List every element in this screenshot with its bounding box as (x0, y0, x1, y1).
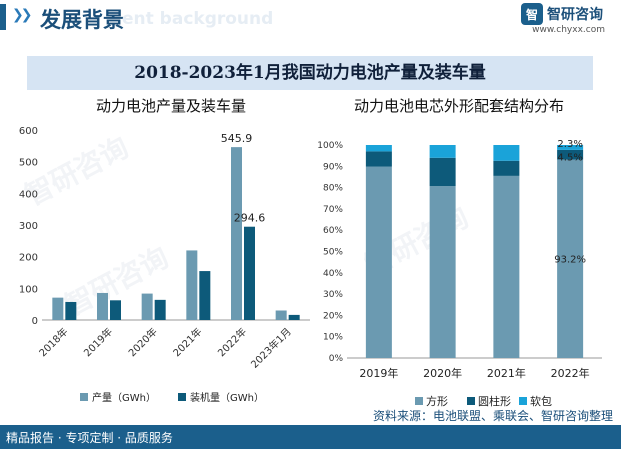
source-note: 资料来源：电池联盟、乘联会、智研咨询整理 (372, 409, 613, 423)
bar (244, 226, 255, 320)
legend-swatch (178, 393, 186, 401)
stacked-bar-segment (365, 166, 392, 358)
y-tick-label: 10% (323, 333, 343, 343)
legend-swatch (80, 393, 88, 401)
y-tick-label: 300 (19, 221, 38, 232)
cell-format-structure-chart: 0% 10% 20% 30% 40% 50% 60% 70% 80% 90% 100% 2019年 20… (317, 139, 602, 408)
x-tick-label: 2023年1月 (248, 325, 294, 371)
legend-swatch (519, 397, 527, 405)
brand-url: www.chyxx.com (532, 25, 605, 35)
double-chevron-icon: ❯❯ (12, 7, 33, 23)
y-tick-label: 0 (32, 316, 38, 327)
brand-logo: 智 智研咨询 (521, 3, 603, 25)
x-tick-label: 2022年 (215, 325, 249, 359)
stacked-bar-segment (365, 151, 392, 167)
bar (288, 314, 300, 320)
data-label: 545.9 (221, 132, 253, 145)
x-tick-label: 2020年 (423, 366, 462, 380)
y-tick-label: 600 (19, 126, 38, 137)
stacked-bar-segment (557, 159, 584, 358)
legend-label: 方形 (426, 394, 448, 408)
section-header: ❯❯ 发展背景 ent background 智 智研咨询 www.chyxx.… (0, 0, 621, 35)
stacked-bar-segment (429, 145, 456, 158)
bar (275, 310, 287, 320)
footer-slogan: 精品报告 · 专项定制 · 品质服务 (6, 431, 173, 445)
stacked-bar-segment (493, 145, 520, 161)
y-tick-label: 50% (323, 248, 343, 258)
x-tick-label: 2020年 (126, 325, 160, 359)
stacked-bar-segment (493, 175, 520, 358)
y-tick-label: 60% (323, 226, 343, 236)
brand-logo-text: 智研咨询 (547, 7, 603, 23)
x-tick-label: 2022年 (551, 366, 590, 380)
legend-label: 圆柱形 (478, 394, 511, 408)
stacked-bar-segment (557, 149, 584, 160)
bar (231, 147, 242, 320)
y-tick-label: 90% (323, 162, 343, 172)
legend-label: 软包 (530, 394, 552, 408)
bar (141, 293, 153, 320)
header-accent-bar (0, 4, 6, 30)
stacked-bar-segment (429, 157, 456, 187)
x-tick-label: 2021年 (487, 366, 526, 380)
data-label: 93.2% (554, 255, 586, 266)
x-tick-label: 2018年 (36, 325, 70, 359)
x-tick-label: 2019年 (359, 366, 398, 380)
y-tick-label: 100 (19, 284, 38, 295)
stacked-bar-segment (429, 186, 456, 358)
brand-logo-icon: 智 (521, 3, 543, 25)
chart-title-structure: 动力电池电芯外形配套结构分布 (354, 97, 565, 115)
y-tick-label: 100% (317, 141, 343, 151)
y-tick-label: 80% (323, 184, 343, 194)
section-title-en: ent background (122, 9, 274, 29)
y-tick-label: 500 (19, 158, 38, 169)
bar (65, 301, 77, 320)
chart-title-production: 动力电池产量及装车量 (96, 97, 247, 115)
stacked-bar-segment (493, 160, 520, 176)
legend-label: 装机量（GWh） (190, 391, 264, 404)
bar (52, 297, 64, 320)
banner-title: 2018-2023年1月我国动力电池产量及装车量 (27, 56, 593, 90)
y-tick-label: 20% (323, 311, 343, 321)
x-tick-label: 2021年 (170, 325, 204, 359)
y-tick-label: 0% (329, 354, 344, 364)
data-label: 2.3% (557, 139, 582, 150)
y-tick-label: 200 (19, 253, 38, 264)
y-tick-label: 400 (19, 189, 38, 200)
bar (199, 271, 211, 320)
stacked-bar-segment (365, 145, 392, 152)
bar (154, 299, 166, 320)
bar (186, 250, 198, 320)
bar (97, 292, 108, 320)
y-tick-label: 70% (323, 205, 343, 215)
stacked-bar-segment (557, 145, 584, 150)
legend-swatch (415, 397, 423, 405)
legend-swatch (467, 397, 475, 405)
data-label: 4.5% (557, 153, 582, 164)
data-label: 294.6 (234, 212, 266, 225)
bar (110, 300, 121, 320)
section-title: 发展背景 (40, 8, 124, 32)
x-tick-label: 2019年 (81, 325, 115, 359)
legend-label: 产量（GWh） (92, 391, 156, 404)
y-tick-label: 40% (323, 269, 343, 279)
production-installation-chart: 0 100 200 300 400 500 600 2018年 2019年 2020年 2021年 2… (19, 126, 310, 404)
y-tick-label: 30% (323, 290, 343, 300)
footer-bar: 精品报告 · 专项定制 · 品质服务 (0, 425, 621, 449)
